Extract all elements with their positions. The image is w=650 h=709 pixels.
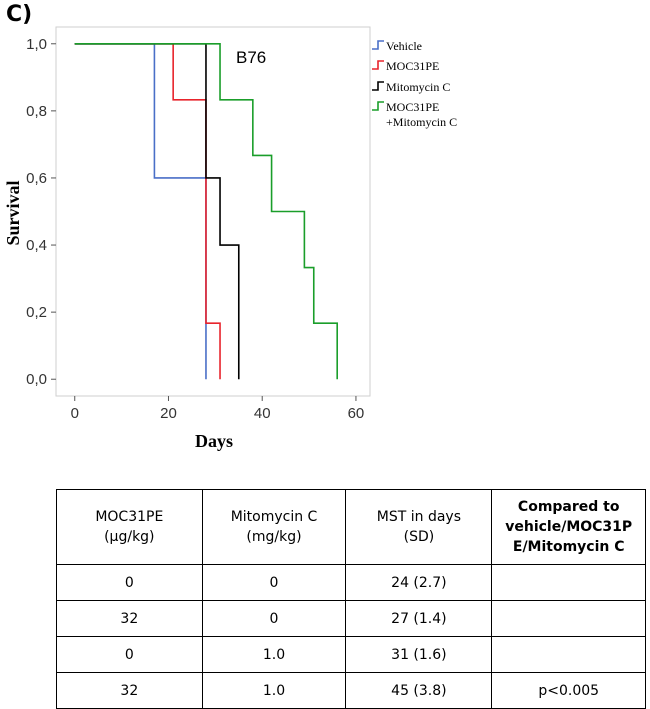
y-tick-label: 0,8 [26,103,47,120]
table-cell: p<0.005 [491,672,646,709]
legend-label: Mitomycin C [386,80,450,94]
x-tick-label: 0 [71,405,79,422]
legend-swatch [372,40,384,50]
x-tick-label: 40 [254,405,271,422]
legend-label: MOC31PE +Mitomycin C [386,100,457,129]
table-cell: 1.0 [201,672,347,709]
series-layer [74,42,338,380]
table-cell: 32 [56,672,203,709]
table-cell: 1.0 [201,636,347,673]
legend-swatch [372,81,384,91]
y-tick-label: 0,0 [26,371,47,388]
panel-label: C) [6,2,33,27]
x-tick-label: 60 [348,405,365,422]
table-cell: 45 (3.8) [345,672,493,709]
x-tick-label: 20 [160,405,177,422]
table-row: 0 0 24 (2.7) [56,564,646,601]
table-cell [491,636,646,673]
y-axis-label: Survival [3,180,23,245]
table-header-row: MOC31PE (μg/kg) Mitomycin C (mg/kg) MST in… [56,489,646,565]
table-cell: 24 (2.7) [345,564,493,601]
table-cell [491,564,646,601]
survival-chart: 0 20 40 60 0,0 0,2 0,4 0,6 0,8 1,0 B76 Days Survi… [3,26,457,451]
x-axis-label: Days [195,431,233,451]
table-header-cell: MOC31PE (μg/kg) [56,489,203,565]
results-table: MOC31PE (μg/kg) Mitomycin C (mg/kg) MST in… [56,489,646,709]
table-cell: 27 (1.4) [345,600,493,637]
legend-swatch [372,101,384,111]
y-tick-label: 0,2 [26,304,47,321]
table-header-cell: MST in days (SD) [345,489,493,565]
y-tick-label: 0,6 [26,170,47,187]
legend: Vehicle MOC31PE Mitomycin C MOC31PE +Mitomyc… [372,39,457,129]
table-header-cell: Mitomycin C (mg/kg) [201,489,347,565]
table-row: 32 0 27 (1.4) [56,600,646,637]
table-row: 32 1.0 45 (3.8) p<0.005 [56,672,646,709]
legend-swatch [372,60,384,70]
table-cell: 0 [201,564,347,601]
table-cell [491,600,646,637]
chart-annotation: B76 [236,48,266,67]
y-tick-label: 1,0 [26,36,47,53]
axis-ticks: 0 20 40 60 0,0 0,2 0,4 0,6 0,8 1,0 [26,36,364,422]
table-cell: 0 [56,564,203,601]
table-row: 0 1.0 31 (1.6) [56,636,646,673]
series-line-3 [74,42,338,380]
y-tick-label: 0,4 [26,237,47,254]
table-cell: 32 [56,600,203,637]
table-cell: 31 (1.6) [345,636,493,673]
plot-area [55,26,371,397]
table-cell: 0 [201,600,347,637]
table-header-cell: Compared to vehicle/MOC31P E/Mitomycin C [491,489,646,565]
table-cell: 0 [56,636,203,673]
table-body: 0 0 24 (2.7) 32 0 27 (1.4) 0 1.0 31 (1.6) 32 1.0 45… [56,564,646,709]
legend-label: MOC31PE [386,59,439,73]
legend-label: Vehicle [386,39,422,53]
